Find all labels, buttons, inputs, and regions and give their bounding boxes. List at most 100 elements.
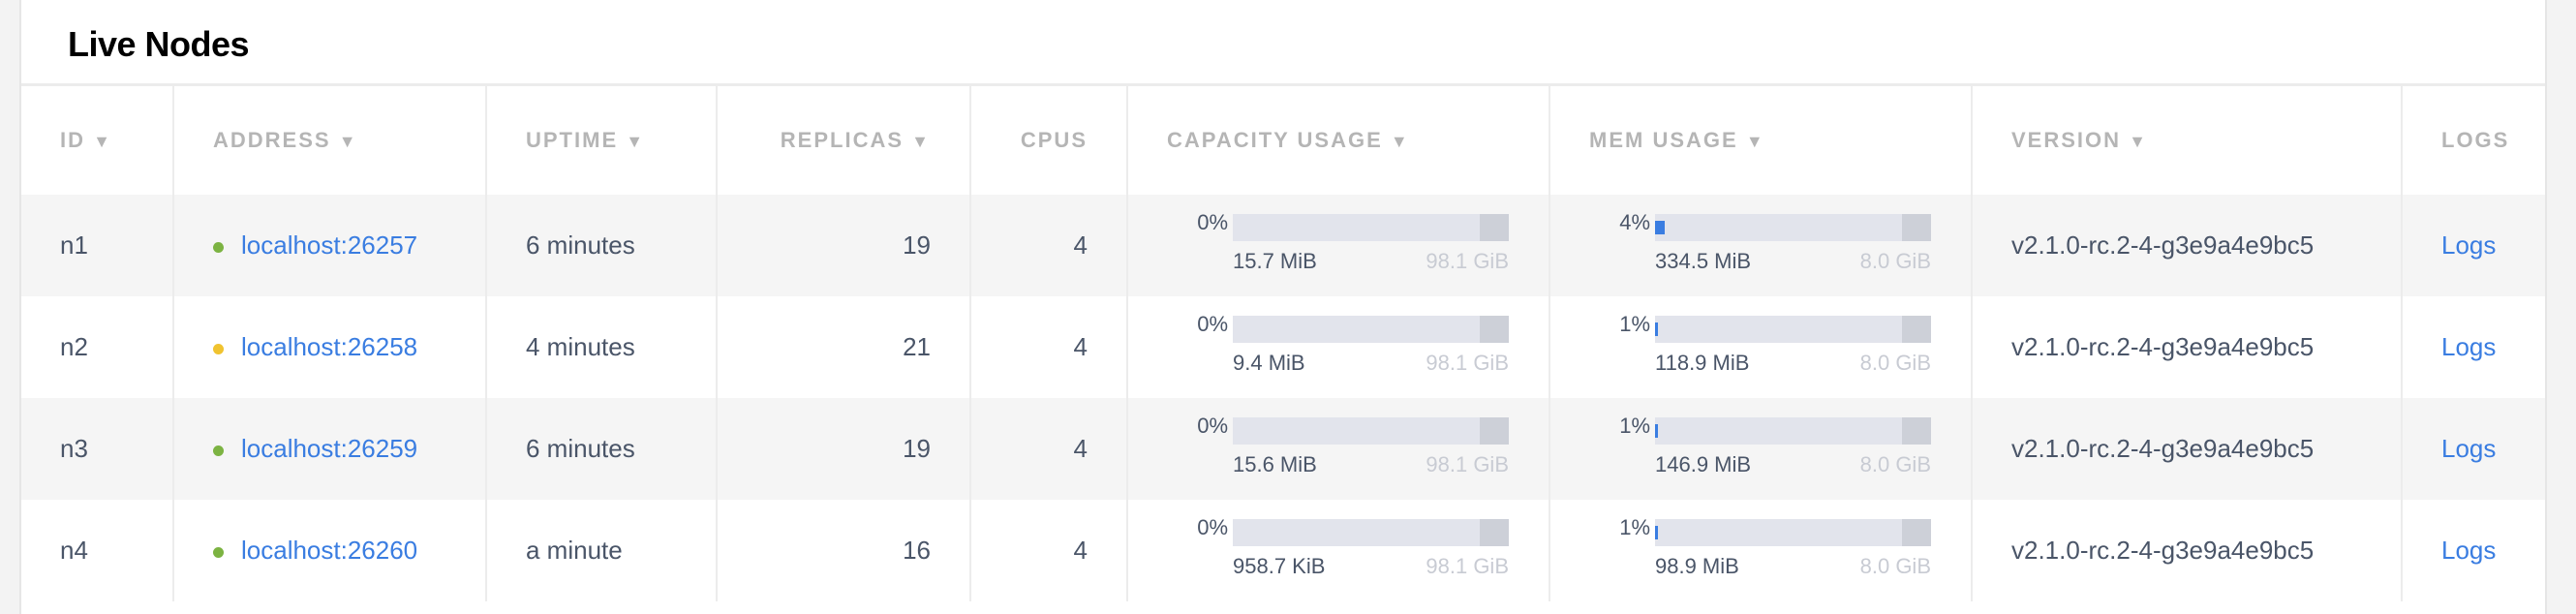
capacity-cell: 0% 958.7 KiB 98.1 GiB	[1127, 500, 1550, 601]
column-header-uptime[interactable]: UPTIME ▼	[486, 86, 718, 195]
mem-cell: 1% 98.9 MiB 8.0 GiB	[1549, 500, 1973, 601]
uptime: 6 minutes	[486, 195, 718, 296]
node-address-link[interactable]: localhost:26257	[241, 230, 418, 260]
node-address-link[interactable]: localhost:26260	[241, 536, 418, 565]
address-cell: localhost:26260	[173, 500, 487, 601]
live-nodes-panel: Live Nodes ID ▼ ADDRESS ▼ UPTIME ▼ REPLICAS…	[19, 0, 2547, 614]
sort-arrow-icon[interactable]: ▼	[1745, 132, 1765, 151]
table-row: n4 localhost:26260 a minute 16 4 0% 958.…	[21, 500, 2545, 601]
cpus: 4	[970, 195, 1128, 296]
panel-title: Live Nodes	[21, 0, 2545, 86]
logs-link[interactable]: Logs	[2441, 332, 2497, 361]
node-address-link[interactable]: localhost:26258	[241, 332, 418, 361]
mem-bar-end	[1902, 214, 1931, 241]
capacity-cell: 0% 15.7 MiB 98.1 GiB	[1127, 195, 1550, 296]
capacity-used: 9.4 MiB	[1233, 351, 1305, 375]
capacity-usage: 0% 15.6 MiB 98.1 GiB	[1128, 398, 1549, 500]
sort-arrow-icon[interactable]: ▼	[1390, 132, 1410, 151]
logs-link[interactable]: Logs	[2441, 434, 2497, 463]
mem-cell: 1% 146.9 MiB 8.0 GiB	[1549, 398, 1973, 500]
logs-cell: Logs	[2402, 398, 2545, 500]
column-label: LOGS	[2441, 128, 2510, 152]
address-cell: localhost:26258	[173, 296, 487, 398]
node-id: n4	[21, 500, 174, 601]
status-healthy-icon	[213, 445, 224, 456]
mem-used: 146.9 MiB	[1655, 452, 1752, 476]
column-header-cpus: CPUS	[970, 86, 1128, 195]
version: v2.1.0-rc.2-4-g3e9a4e9bc5	[1972, 398, 2403, 500]
column-header-version[interactable]: VERSION ▼	[1972, 86, 2403, 195]
mem-bar-fill	[1655, 221, 1665, 234]
version: v2.1.0-rc.2-4-g3e9a4e9bc5	[1972, 500, 2403, 601]
mem-total: 8.0 GiB	[1859, 249, 1931, 273]
node-id: n3	[21, 398, 174, 500]
column-label: UPTIME	[526, 128, 619, 152]
column-header-capacity-usage[interactable]: CAPACITY USAGE ▼	[1127, 86, 1550, 195]
capacity-percent: 0%	[1197, 312, 1228, 336]
sort-arrow-icon[interactable]: ▼	[93, 132, 112, 151]
status-suspect-icon	[213, 343, 224, 354]
capacity-bar	[1233, 316, 1509, 343]
mem-used: 334.5 MiB	[1655, 249, 1752, 273]
mem-bar-end	[1902, 519, 1931, 546]
capacity-total: 98.1 GiB	[1426, 554, 1509, 578]
capacity-cell: 0% 9.4 MiB 98.1 GiB	[1127, 296, 1550, 398]
capacity-total: 98.1 GiB	[1426, 351, 1509, 375]
column-label: CAPACITY USAGE	[1167, 128, 1383, 152]
mem-total: 8.0 GiB	[1859, 554, 1931, 578]
sort-arrow-icon[interactable]: ▼	[911, 132, 931, 151]
mem-bar	[1655, 519, 1931, 546]
capacity-used: 15.6 MiB	[1233, 452, 1317, 476]
mem-cell: 4% 334.5 MiB 8.0 GiB	[1549, 195, 1973, 296]
mem-bar-fill	[1655, 322, 1658, 336]
mem-used: 118.9 MiB	[1655, 351, 1750, 375]
logs-cell: Logs	[2402, 296, 2545, 398]
column-header-address[interactable]: ADDRESS ▼	[173, 86, 487, 195]
capacity-bar-end	[1480, 519, 1509, 546]
column-header-id[interactable]: ID ▼	[21, 86, 174, 195]
capacity-total: 98.1 GiB	[1426, 452, 1509, 476]
capacity-usage: 0% 15.7 MiB 98.1 GiB	[1128, 195, 1549, 296]
capacity-used: 15.7 MiB	[1233, 249, 1317, 273]
capacity-percent: 0%	[1197, 414, 1228, 438]
sort-arrow-icon[interactable]: ▼	[626, 132, 646, 151]
uptime: a minute	[486, 500, 718, 601]
column-label: MEM USAGE	[1589, 128, 1738, 152]
version: v2.1.0-rc.2-4-g3e9a4e9bc5	[1972, 296, 2403, 398]
capacity-cell: 0% 15.6 MiB 98.1 GiB	[1127, 398, 1550, 500]
mem-usage: 1% 146.9 MiB 8.0 GiB	[1550, 398, 1971, 500]
mem-bar-end	[1902, 417, 1931, 445]
table-row: n2 localhost:26258 4 minutes 21 4 0% 9.4…	[21, 296, 2545, 398]
mem-bar	[1655, 214, 1931, 241]
logs-cell: Logs	[2402, 500, 2545, 601]
sort-arrow-icon[interactable]: ▼	[2129, 132, 2148, 151]
node-id: n1	[21, 195, 174, 296]
cpus: 4	[970, 398, 1128, 500]
logs-cell: Logs	[2402, 195, 2545, 296]
mem-percent: 1%	[1619, 312, 1650, 336]
column-header-replicas[interactable]: REPLICAS ▼	[717, 86, 971, 195]
node-address-link[interactable]: localhost:26259	[241, 434, 418, 463]
replicas: 21	[717, 296, 971, 398]
logs-link[interactable]: Logs	[2441, 536, 2497, 565]
mem-percent: 4%	[1619, 210, 1650, 234]
capacity-usage: 0% 958.7 KiB 98.1 GiB	[1128, 500, 1549, 601]
mem-bar-fill	[1655, 424, 1658, 438]
capacity-bar-end	[1480, 417, 1509, 445]
address-cell: localhost:26259	[173, 398, 487, 500]
capacity-total: 98.1 GiB	[1426, 249, 1509, 273]
mem-percent: 1%	[1619, 414, 1650, 438]
cpus: 4	[970, 500, 1128, 601]
capacity-bar	[1233, 214, 1509, 241]
column-header-logs: LOGS	[2402, 86, 2545, 195]
column-header-mem-usage[interactable]: MEM USAGE ▼	[1549, 86, 1973, 195]
capacity-percent: 0%	[1197, 515, 1228, 539]
address-cell: localhost:26257	[173, 195, 487, 296]
cpus: 4	[970, 296, 1128, 398]
mem-total: 8.0 GiB	[1859, 452, 1931, 476]
logs-link[interactable]: Logs	[2441, 230, 2497, 260]
mem-total: 8.0 GiB	[1859, 351, 1931, 375]
replicas: 19	[717, 195, 971, 296]
sort-arrow-icon[interactable]: ▼	[338, 132, 358, 151]
capacity-bar	[1233, 417, 1509, 445]
